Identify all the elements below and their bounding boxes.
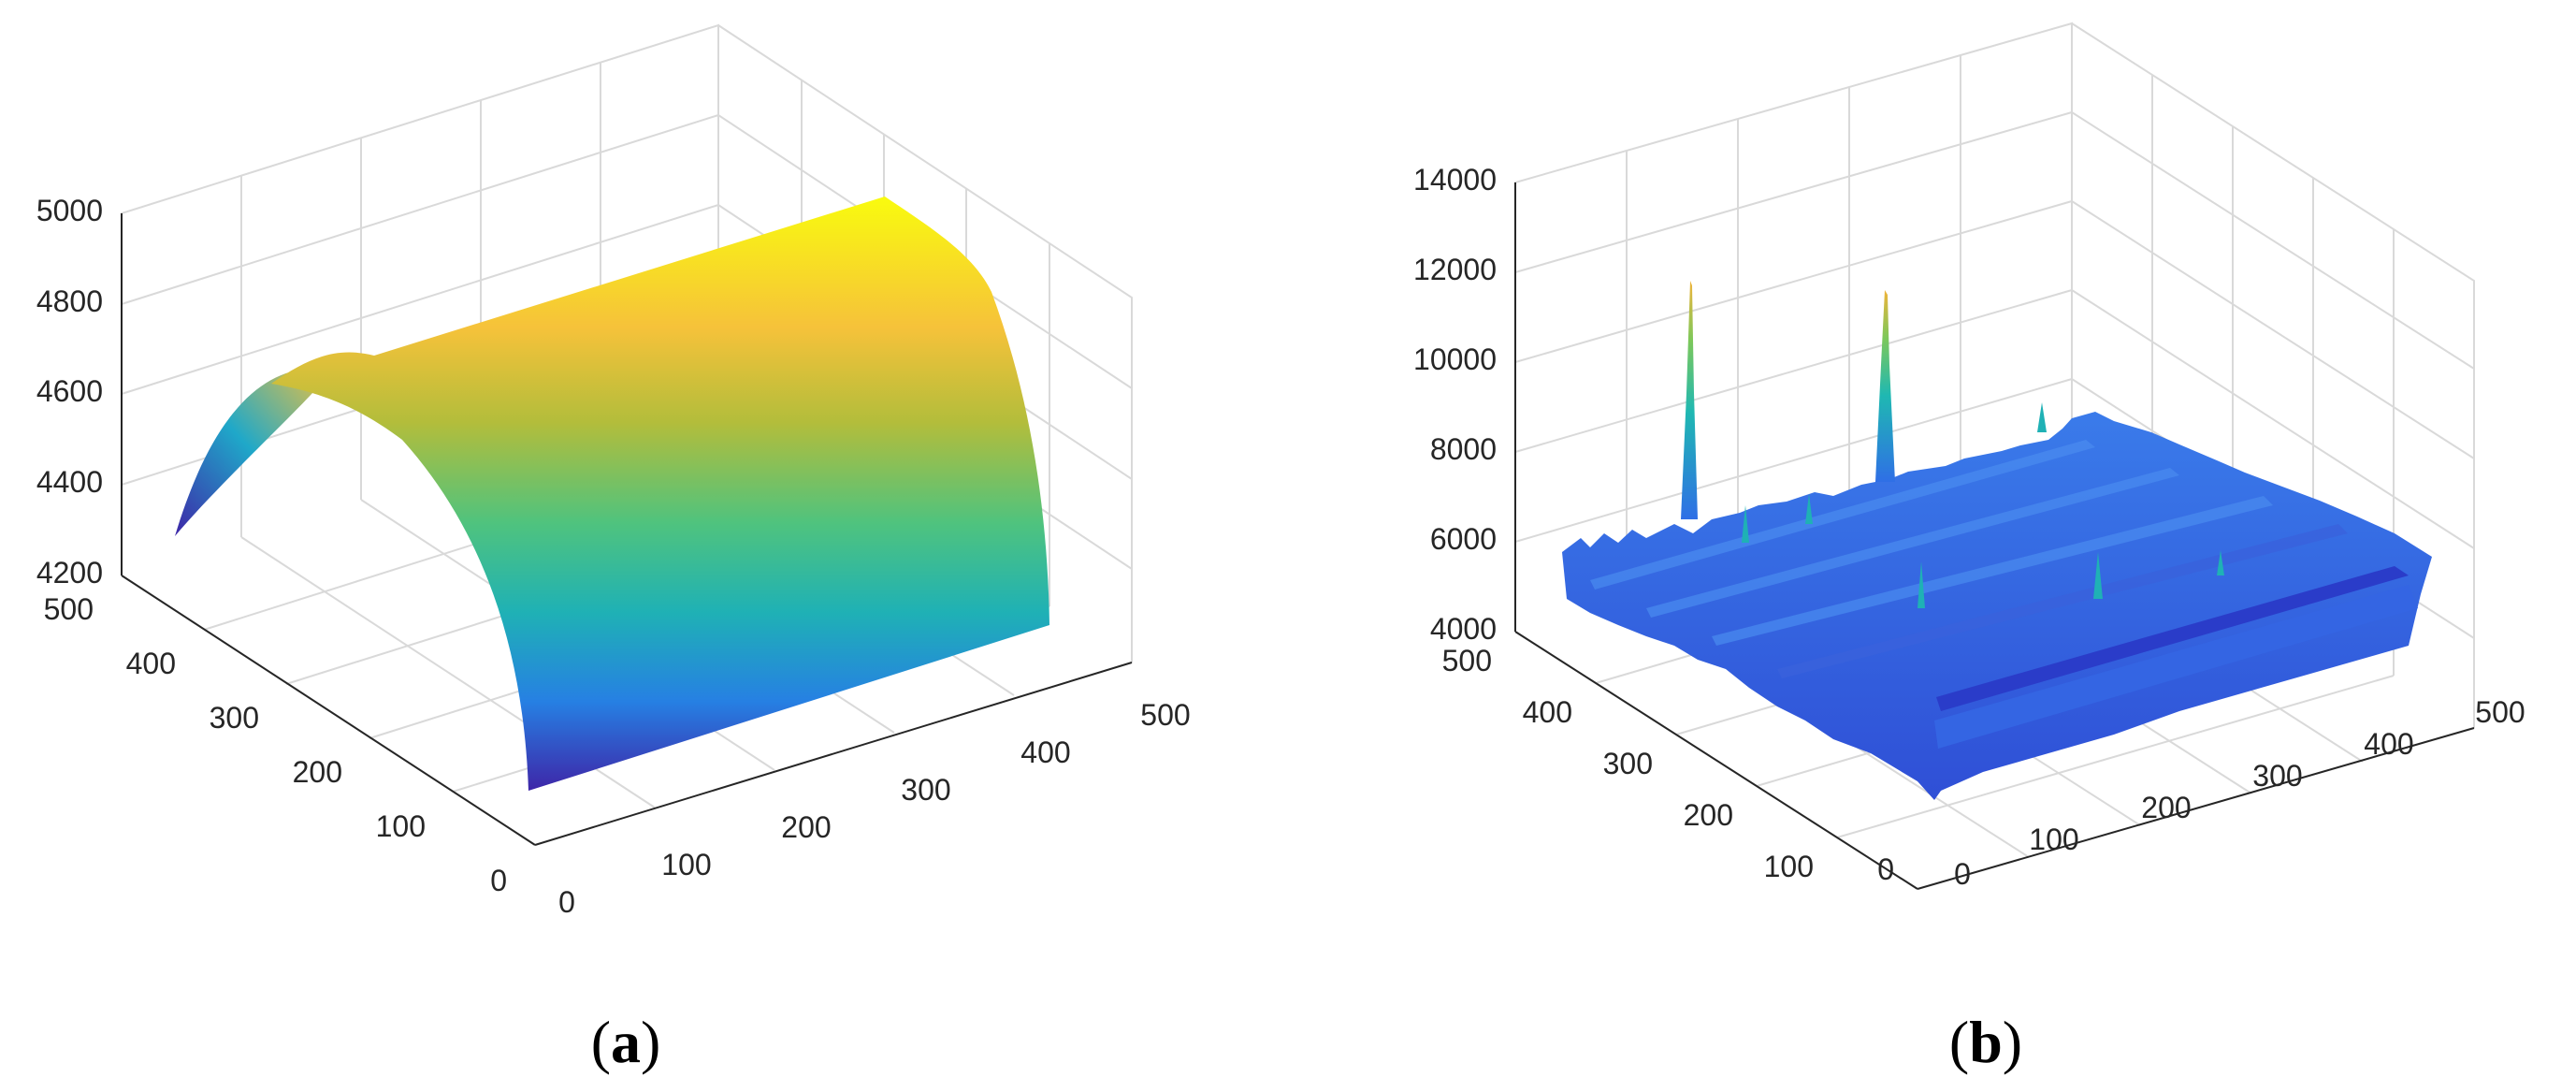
tick-label: 4600 <box>36 374 103 408</box>
panel-a-yticks: 500 400 300 200 100 0 <box>44 592 507 897</box>
caption-a: (a) <box>591 1009 661 1075</box>
panel-a-xticks: 0 100 200 300 400 500 <box>558 698 1191 919</box>
panel-b-surface <box>1562 281 2432 800</box>
tick-label: 0 <box>1877 852 1894 886</box>
tick-label: 400 <box>126 647 176 680</box>
tick-label: 200 <box>781 810 831 844</box>
panel-a-surface <box>271 197 1049 791</box>
tick-label: 0 <box>490 864 507 897</box>
tick-label: 400 <box>1523 695 1572 729</box>
tick-label: 200 <box>1684 798 1733 832</box>
panel-a-axes <box>121 213 1133 846</box>
tick-label: 100 <box>661 848 711 881</box>
tick-label: 100 <box>376 809 426 843</box>
panel-a-zticks: 5000 4800 4600 4400 4200 <box>36 194 103 590</box>
tick-label: 400 <box>2364 727 2413 761</box>
panel-b: 14000 12000 10000 8000 6000 4000 500 400… <box>1413 22 2525 891</box>
tick-label: 300 <box>210 701 259 735</box>
tick-label: 100 <box>2029 823 2078 856</box>
panel-b-xticks: 0 100 200 300 400 500 <box>1954 695 2525 891</box>
tick-label: 0 <box>1954 857 1971 891</box>
tick-label: 4800 <box>36 284 103 318</box>
tick-label: 8000 <box>1430 432 1497 466</box>
panel-b-yticks: 500 400 300 200 100 0 <box>1442 644 1894 886</box>
tick-label: 4400 <box>36 465 103 499</box>
tick-label: 500 <box>1140 698 1190 732</box>
tick-label: 5000 <box>36 194 103 227</box>
tick-label: 0 <box>558 885 575 919</box>
panel-b-peak-1 <box>1681 281 1698 519</box>
tick-label: 300 <box>2252 759 2302 793</box>
panel-a: 5000 4800 4600 4400 4200 500 400 300 200… <box>36 23 1191 919</box>
tick-label: 200 <box>293 755 342 789</box>
panel-a-surface-side <box>175 368 332 536</box>
tick-label: 100 <box>1764 850 1814 883</box>
tick-label: 300 <box>1603 747 1653 780</box>
tick-label: 500 <box>2475 695 2525 729</box>
tick-label: 400 <box>1020 735 1070 769</box>
tick-label: 4200 <box>36 556 103 590</box>
tick-label: 12000 <box>1413 253 1497 286</box>
caption-b: (b) <box>1949 1009 2022 1075</box>
panel-b-zticks: 14000 12000 10000 8000 6000 4000 <box>1413 163 1497 646</box>
tick-label: 200 <box>2141 791 2191 824</box>
tick-label: 500 <box>1442 644 1492 677</box>
tick-label: 6000 <box>1430 522 1497 556</box>
tick-label: 10000 <box>1413 342 1497 376</box>
tick-label: 500 <box>44 592 94 626</box>
panel-b-axes <box>1514 182 2475 890</box>
tick-label: 4000 <box>1430 612 1497 646</box>
tick-label: 14000 <box>1413 163 1497 197</box>
panel-b-peak-2 <box>1875 290 1895 482</box>
tick-label: 300 <box>901 773 950 807</box>
